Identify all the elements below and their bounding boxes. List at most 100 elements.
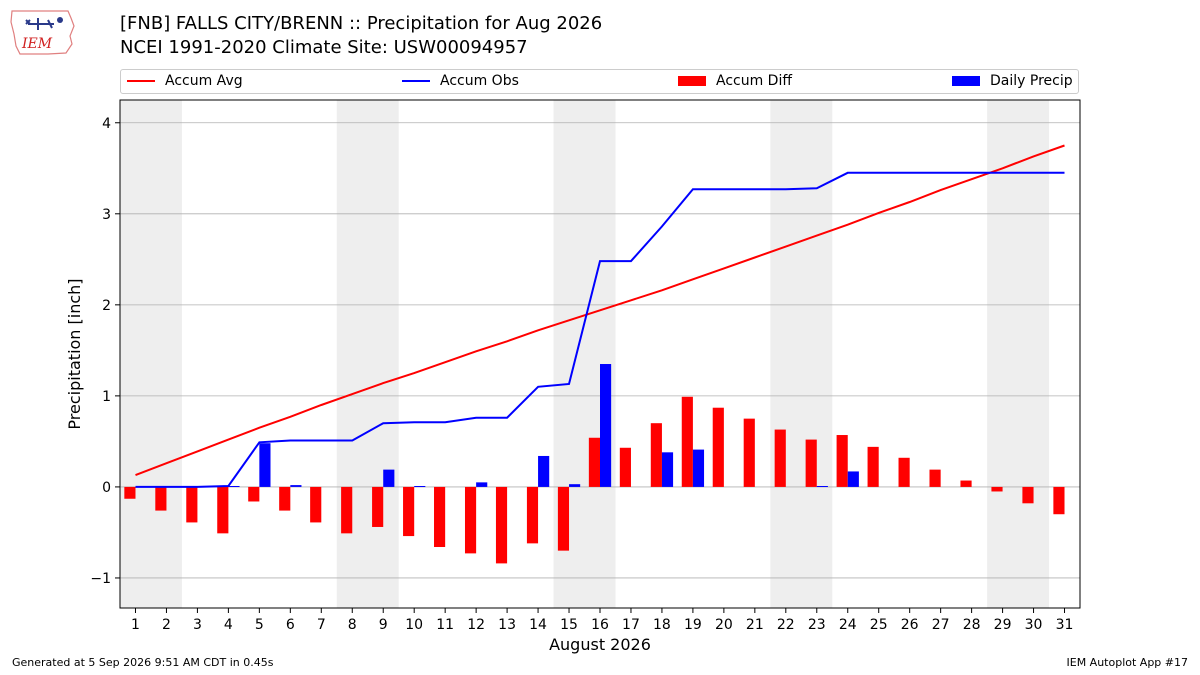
- x-tick-label: 22: [777, 617, 795, 633]
- x-tick-label: 28: [963, 617, 981, 633]
- accum-diff-bar: [279, 486, 291, 511]
- x-tick-label: 15: [560, 617, 578, 633]
- accum-avg-line: [135, 144, 1065, 477]
- x-axis-label: August 2026: [549, 635, 651, 654]
- accum-diff-bar: [1053, 486, 1065, 515]
- legend-label-daily-precip: Daily Precip: [990, 73, 1073, 89]
- x-tick-label: 29: [994, 617, 1012, 633]
- accum-diff-bar: [464, 486, 477, 554]
- weekend-bands: [120, 100, 1050, 608]
- weekend-band-3: [553, 100, 616, 608]
- x-tick-label: 31: [1056, 617, 1074, 633]
- iowa-outline-icon: [10, 10, 75, 55]
- x-tick-label: 8: [348, 617, 357, 633]
- accum-diff-bar: [372, 486, 384, 527]
- accum-diff-bar: [186, 486, 198, 523]
- x-tick-label: 10: [405, 617, 423, 633]
- accum-diff-bar: [1022, 486, 1034, 504]
- accum-diff-bar: [619, 447, 631, 487]
- legend-swatch-daily-precip: [952, 76, 980, 86]
- y-axis-label: Precipitation [inch]: [65, 278, 84, 429]
- x-tick-label: 6: [286, 617, 295, 633]
- accum-diff-bar: [712, 407, 724, 487]
- iem-logo: IEM: [10, 10, 75, 55]
- plot-frame: [119, 99, 1081, 609]
- x-tick-label: 11: [436, 617, 454, 633]
- accum-diff-bar: [898, 457, 910, 487]
- accum-diff-bar: [248, 486, 260, 502]
- y-tick-label: −1: [90, 571, 111, 587]
- chart-subtitle: NCEI 1991-2020 Climate Site: USW00094957: [120, 37, 528, 58]
- x-tick-label: 2: [162, 617, 171, 633]
- legend-item-accum-diff: Accum Diff: [678, 73, 792, 91]
- x-tick-label: 3: [193, 617, 202, 633]
- x-tick-label: 7: [317, 617, 326, 633]
- daily-precip-bar: [569, 484, 581, 487]
- accum-diff-bar: [434, 486, 446, 548]
- accum-diff-bar: [495, 486, 508, 564]
- app-credit: IEM Autoplot App #17: [1066, 656, 1189, 669]
- legend-label-accum-diff: Accum Diff: [716, 73, 793, 89]
- x-tick-label: 9: [379, 617, 388, 633]
- daily-precip-bar: [600, 364, 612, 487]
- daily-precip-bar: [692, 449, 705, 487]
- daily-precip-bar: [661, 452, 674, 487]
- x-tick-label: 14: [529, 617, 547, 633]
- x-tick-label: 4: [224, 617, 233, 633]
- accum-diff-bar: [124, 486, 136, 499]
- logo-text: IEM: [21, 36, 53, 52]
- daily-precip-bar: [383, 469, 395, 487]
- accum-diff-bar: [341, 486, 353, 534]
- accum-diff-bar: [588, 437, 600, 487]
- x-tick-label: 30: [1025, 617, 1043, 633]
- accum-diff-bar: [867, 446, 879, 487]
- daily-precip-bar: [847, 471, 859, 487]
- accum-diff-bar: [991, 486, 1003, 492]
- x-tick-label: 12: [467, 617, 485, 633]
- legend-swatch-accum-avg: [127, 80, 155, 82]
- y-axis-ticks: −1 0 1 2 3 4: [90, 116, 120, 587]
- daily-precip-bar: [228, 486, 240, 488]
- daily-precip-bar: [538, 455, 550, 487]
- y-tick-label: 2: [102, 298, 111, 314]
- daily-precip-bar: [290, 485, 302, 487]
- accum-diff-bar: [836, 435, 848, 487]
- weekend-band-1: [120, 100, 182, 608]
- daily-precip-bar: [816, 486, 828, 488]
- x-tick-label: 17: [622, 617, 640, 633]
- x-tick-label: 24: [839, 617, 857, 633]
- accum-diff-bar: [774, 429, 786, 487]
- sun-icon: [57, 17, 63, 23]
- accum-diff-bar: [310, 486, 322, 523]
- accum-diff-bar: [526, 486, 539, 544]
- legend-swatch-accum-obs: [402, 80, 430, 82]
- legend-item-daily-precip: Daily Precip: [952, 73, 1073, 91]
- weather-station-icon: [25, 18, 54, 30]
- accum-diff-bar: [805, 439, 817, 487]
- legend-label-accum-obs: Accum Obs: [440, 73, 519, 89]
- legend-label-accum-avg: Accum Avg: [165, 73, 243, 89]
- x-axis-ticks: 1 2 3 4 5 6 7 8 9 10 11 12 13 14 15 16 17 18 19 20 21 22 23 24 2…: [131, 608, 1073, 633]
- x-tick-label: 18: [653, 617, 671, 633]
- x-tick-label: 25: [870, 617, 888, 633]
- daily-precip-bar: [259, 443, 271, 487]
- accum-diff-bar: [217, 486, 229, 534]
- accum-diff-bar: [681, 396, 693, 487]
- x-tick-label: 16: [591, 617, 609, 633]
- accum-diff-bar: [650, 423, 662, 487]
- legend-item-accum-obs: Accum Obs: [402, 73, 519, 91]
- legend-swatch-accum-diff: [678, 76, 706, 86]
- x-tick-label: 5: [255, 617, 264, 633]
- daily-precip-bar: [414, 486, 426, 488]
- weekend-band-2: [336, 100, 399, 608]
- accum-diff-bar: [929, 469, 941, 487]
- chart-title: [FNB] FALLS CITY/BRENN :: Precipitation …: [120, 13, 603, 34]
- line-series: [135, 144, 1065, 488]
- x-tick-label: 13: [498, 617, 516, 633]
- y-tick-label: 0: [102, 480, 111, 496]
- y-tick-label: 4: [102, 116, 111, 132]
- x-tick-label: 19: [684, 617, 702, 633]
- accum-diff-bar: [960, 480, 972, 487]
- accum-diff-bar: [155, 486, 167, 511]
